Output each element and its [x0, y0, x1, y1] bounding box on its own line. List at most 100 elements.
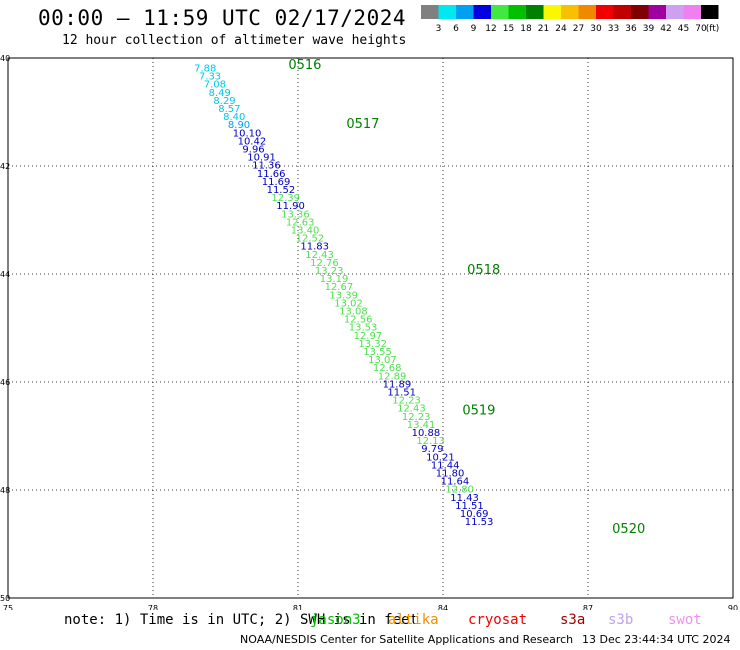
wave-height-value: 12.13	[416, 436, 445, 447]
satellite-label-s3b: s3b	[608, 612, 634, 628]
map-title: 00:00 – 11:59 UTC 02/17/2024	[38, 6, 407, 30]
wave-height-value: 11.52	[267, 185, 296, 196]
wave-height-value: 10.69	[460, 509, 489, 520]
legend-swatch	[456, 5, 474, 19]
wave-height-value: 12.23	[402, 412, 431, 423]
wave-height-value: 11.80	[436, 469, 465, 480]
satellite-label-s3a: s3a	[560, 612, 586, 628]
wave-height-value: 12.68	[373, 363, 402, 374]
legend-label: 6	[453, 24, 459, 34]
wave-height-value: 8.29	[213, 96, 235, 107]
lon-tick-label: 90	[728, 604, 738, 610]
lon-tick-label: 81	[293, 604, 303, 610]
lat-tick-label: 42	[0, 162, 10, 171]
wave-height-value: 11.66	[257, 169, 286, 180]
legend-label: 27	[573, 24, 584, 34]
wave-height-value: 12.80	[445, 485, 474, 496]
wave-height-value: 12.67	[325, 282, 354, 293]
legend-label: 15	[503, 24, 514, 34]
pass-time-label: 0516	[288, 58, 321, 73]
wave-height-value: 12.23	[392, 396, 421, 407]
timestamp-text: 13 Dec 23:44:34 UTC 2024	[582, 633, 731, 646]
pass-time-label: 0519	[462, 403, 495, 418]
legend-label: 21	[538, 24, 549, 34]
wave-height-value: 8.90	[228, 120, 250, 131]
legend-swatch	[473, 5, 491, 19]
wave-height-value: 12.56	[344, 315, 373, 326]
wave-height-value: 13.39	[329, 290, 358, 301]
wave-height-value: 12.76	[310, 258, 339, 269]
wave-height-value: 11.83	[300, 242, 329, 253]
wave-height-value: 13.07	[368, 355, 397, 366]
wave-height-value: 13.41	[407, 420, 436, 431]
lat-tick-label: 50	[0, 594, 10, 603]
wave-height-map: 75 78 81 84 87 90 40 42 44 46 48 50 7.887.337.088.49…	[0, 54, 738, 610]
satellite-label-cryosat: cryosat	[468, 612, 528, 628]
legend-label: 36	[625, 24, 637, 34]
legend-label: 30	[590, 24, 602, 34]
legend-swatch	[561, 5, 579, 19]
legend-label: 39	[643, 24, 655, 34]
legend-label: 45	[678, 24, 689, 34]
wave-height-value: 11.64	[441, 477, 470, 488]
pass-time-label: 0520	[612, 522, 645, 537]
satellite-label-altika: altika	[388, 612, 439, 628]
legend-swatch	[631, 5, 649, 19]
map-subtitle: 12 hour collection of altimeter wave hei…	[62, 33, 407, 48]
lon-tick-label: 78	[148, 604, 158, 610]
wave-height-value: 8.40	[223, 112, 245, 123]
wave-height-value: 13.36	[281, 209, 310, 220]
legend-swatch	[648, 5, 666, 19]
legend-label: 33	[608, 24, 619, 34]
wave-height-value: 11.53	[465, 517, 494, 528]
lon-tick-label: 75	[3, 604, 13, 610]
legend-label: 42	[660, 24, 671, 34]
wave-height-value: 7.33	[199, 72, 221, 83]
wave-height-value: 13.32	[358, 339, 387, 350]
wave-height-value: 10.42	[238, 136, 267, 147]
wave-height-value: 9.96	[242, 145, 264, 156]
lat-tick-label: 40	[0, 54, 10, 63]
wave-height-value: 10.91	[247, 153, 276, 164]
wave-height-value: 13.53	[349, 323, 378, 334]
note-text: note: 1) Time is in UTC; 2) SWH is in fe…	[64, 612, 419, 628]
wave-height-value: 11.90	[276, 201, 305, 212]
wave-height-value: 13.23	[315, 266, 344, 277]
pass-time-label: 0518	[467, 263, 500, 278]
legend-swatch	[491, 5, 509, 19]
wave-height-value: 11.51	[387, 388, 416, 399]
legend-swatch	[701, 5, 719, 19]
wave-height-value: 12.63	[286, 217, 315, 228]
wave-height-value: 11.89	[383, 379, 412, 390]
legend-swatch	[613, 5, 631, 19]
lon-tick-label: 84	[438, 604, 448, 610]
lon-tick-label: 87	[583, 604, 593, 610]
wave-height-value: 13.08	[339, 307, 368, 318]
wave-height-value: 9.79	[421, 444, 443, 455]
lat-tick-label: 44	[0, 270, 10, 279]
wave-height-value: 11.44	[431, 460, 460, 471]
legend-label: 9	[471, 24, 477, 34]
wave-height-value: 11.43	[450, 493, 479, 504]
wave-height-value: 10.10	[233, 128, 262, 139]
map-frame	[7, 57, 734, 599]
wave-height-value: 10.88	[412, 428, 441, 439]
wave-height-value: 13.40	[291, 226, 320, 237]
wave-height-value: 12.43	[305, 250, 334, 261]
lat-tick-label: 48	[0, 486, 10, 495]
wave-height-value: 13.19	[320, 274, 349, 285]
legend-label: 12	[485, 24, 496, 34]
footer-text: NOAA/NESDIS Center for Satellite Applica…	[240, 633, 574, 646]
wave-height-value: 7.88	[194, 64, 216, 75]
wave-height-value: 12.43	[397, 404, 426, 415]
legend-swatch	[543, 5, 561, 19]
wave-height-value: 12.89	[378, 371, 407, 382]
lat-tick-label: 46	[0, 378, 10, 387]
wave-height-value: 13.02	[334, 298, 363, 309]
wave-height-value: 8.57	[218, 104, 240, 115]
legend-swatch	[596, 5, 614, 19]
wave-height-value: 13.55	[363, 347, 392, 358]
satellite-label-swot: swot	[668, 612, 702, 628]
legend-swatch	[578, 5, 596, 19]
